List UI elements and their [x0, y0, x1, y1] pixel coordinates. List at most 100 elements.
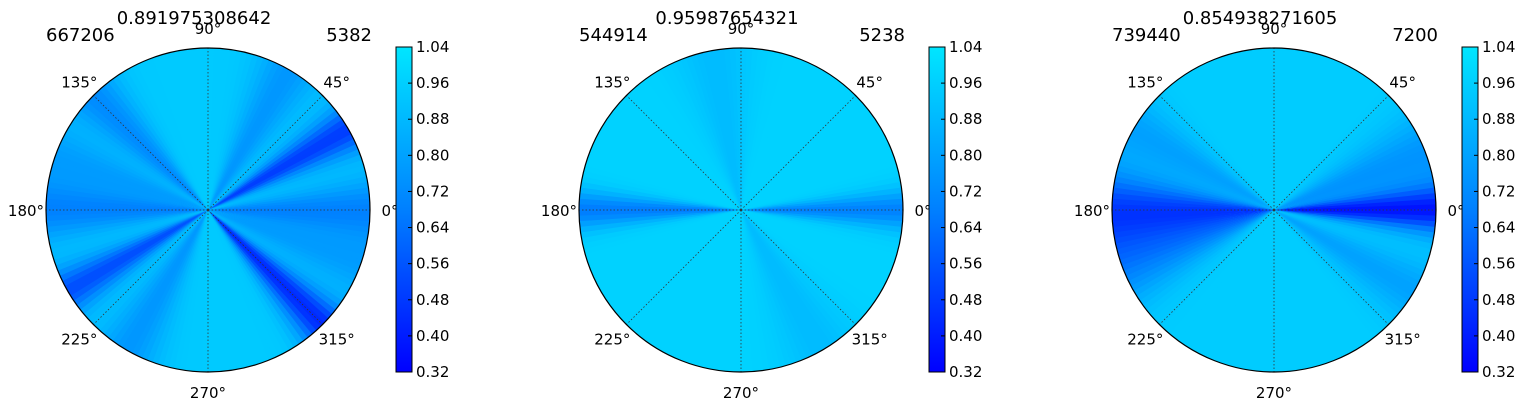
contour-wedge: [1274, 210, 1361, 351]
contour-wedge: [606, 114, 741, 210]
contour-wedge: [1178, 210, 1274, 345]
contour-wedge: [579, 204, 741, 211]
contour-wedge: [46, 198, 208, 210]
contour-wedge: [208, 118, 346, 210]
colorbar-tick-label: 0.40: [416, 327, 449, 345]
contour-wedge: [1274, 57, 1335, 210]
contour-wedge: [741, 55, 797, 210]
contour-wedge: [741, 105, 869, 210]
contour-wedge: [741, 89, 854, 210]
contour-wedge: [1274, 133, 1420, 210]
contour-wedge: [741, 210, 855, 331]
contour-wedge: [1274, 85, 1383, 210]
contour-wedge: [1229, 210, 1274, 368]
contour-wedge: [579, 198, 741, 210]
angle-tick-label: 135°: [1127, 73, 1163, 91]
contour-wedge: [208, 210, 275, 361]
colorbar-tick-label: 0.88: [1482, 110, 1515, 128]
contour-wedge: [116, 72, 208, 210]
contour-wedge: [49, 170, 208, 210]
contour-wedge: [1123, 210, 1274, 277]
contour-wedge: [659, 66, 741, 210]
contour-wedge: [208, 61, 280, 210]
contour-wedge: [1274, 210, 1435, 239]
contour-wedge: [208, 54, 259, 210]
contour-wedge: [741, 210, 879, 301]
contour-wedge: [208, 210, 346, 301]
contour-wedge: [1121, 149, 1274, 210]
panel-left-label: 544914: [579, 25, 648, 46]
contour-wedge: [1274, 210, 1432, 255]
contour-wedge: [179, 210, 208, 371]
contour-wedge: [741, 210, 873, 310]
contour-wedge: [208, 210, 367, 250]
contour-wedge: [103, 210, 208, 339]
polar-grid-line: [93, 95, 209, 211]
contour-wedge: [741, 210, 866, 319]
contour-wedge: [741, 52, 786, 211]
contour-wedge: [208, 210, 313, 338]
angle-tick-label: 315°: [852, 331, 888, 349]
angle-tick-label: 270°: [723, 384, 759, 402]
panel-left-label: 739440: [1112, 25, 1181, 46]
contour-wedge: [1169, 210, 1274, 339]
contour-wedge: [1183, 210, 1274, 348]
contour-wedge: [632, 210, 741, 335]
contour-wedge: [741, 210, 897, 261]
contour-wedge: [1274, 55, 1330, 210]
contour-wedge: [1115, 170, 1274, 210]
contour-wedge: [1197, 64, 1274, 211]
contour-wedge: [741, 69, 827, 210]
contour-wedge: [208, 210, 349, 296]
contour-wedge: [60, 210, 209, 282]
contour-wedge: [131, 210, 208, 356]
contour-wedge: [1139, 114, 1274, 210]
contour-wedge: [208, 114, 343, 210]
contour-wedge: [595, 133, 741, 210]
contour-wedge: [1112, 187, 1274, 210]
contour-wedge: [620, 97, 741, 210]
colorbar-tick-label: 0.64: [1482, 219, 1515, 237]
contour-wedge: [696, 210, 741, 368]
contour-wedge: [650, 210, 741, 348]
contour-wedge: [208, 210, 333, 319]
angle-tick-label: 0°: [1447, 202, 1464, 220]
contour-wedge: [1130, 129, 1274, 210]
contour-wedge: [67, 124, 208, 210]
colorbar-tick-label: 0.88: [949, 110, 982, 128]
contour-wedge: [586, 154, 741, 210]
contour-wedge: [609, 210, 741, 311]
contour-wedge: [609, 110, 741, 210]
contour-wedge: [1274, 210, 1412, 301]
contour-wedge: [603, 119, 741, 210]
contour-wedge: [83, 101, 208, 210]
contour-wedge: [1251, 210, 1274, 372]
contour-wedge: [80, 210, 208, 315]
polar-grid-line: [1159, 95, 1275, 211]
contour-wedge: [208, 210, 369, 239]
polar-grid-line: [626, 95, 742, 211]
contour-wedge: [1274, 81, 1379, 211]
contour-wedge: [1123, 144, 1274, 210]
contour-wedge: [191, 210, 208, 372]
contour-wedge: [595, 210, 741, 287]
contour-wedge: [1274, 210, 1429, 266]
contour-wedge: [136, 210, 208, 359]
contour-wedge: [1169, 82, 1274, 210]
contour-wedge: [47, 181, 208, 210]
contour-wedge: [1274, 210, 1370, 345]
contour-wedge: [1274, 61, 1346, 210]
contour-wedge: [1153, 97, 1274, 210]
contour-wedge: [741, 210, 901, 244]
angle-tick-label: 270°: [1256, 384, 1292, 402]
contour-wedge: [1274, 210, 1425, 276]
angle-tick-label: 225°: [61, 331, 97, 349]
angle-tick-label: 270°: [190, 384, 226, 402]
contour-wedge: [636, 82, 741, 210]
contour-wedge: [208, 85, 317, 210]
contour-wedge: [208, 210, 295, 351]
contour-wedge: [127, 210, 208, 354]
contour-wedge: [208, 50, 242, 210]
contour-wedge: [735, 210, 742, 372]
angle-tick-label: 45°: [856, 73, 883, 91]
